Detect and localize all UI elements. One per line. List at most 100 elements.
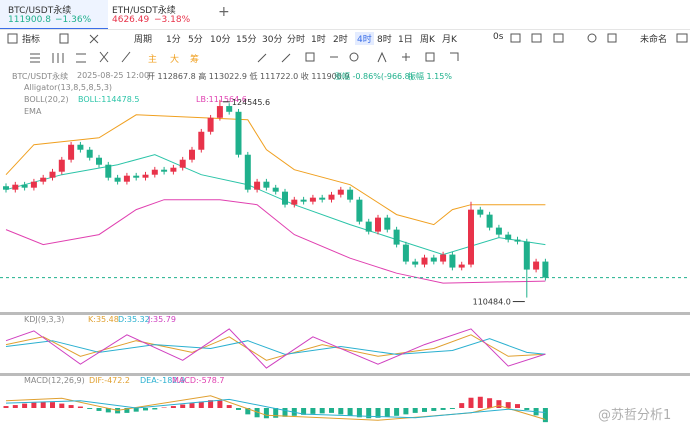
new-tab[interactable]: + — [218, 4, 230, 20]
interval[interactable]: 2时 — [333, 35, 348, 45]
macd-bar — [22, 403, 28, 408]
icon[interactable] — [30, 33, 688, 63]
candle-body — [235, 111, 242, 155]
macd-bar — [31, 402, 37, 408]
candle-body — [216, 106, 223, 118]
candle-body — [30, 181, 37, 188]
macd-bar — [431, 408, 437, 411]
macd-bar — [217, 400, 223, 408]
macd-bar — [133, 408, 139, 412]
macd-bar — [59, 403, 65, 408]
candle-body — [151, 169, 158, 175]
candle-body — [21, 184, 28, 188]
indicator-label: BOLL(20,2) — [24, 95, 69, 104]
interval[interactable]: 8时 — [377, 35, 392, 45]
candle-body — [384, 217, 391, 230]
toolbar-icons — [7, 33, 688, 63]
interval[interactable]: 分时 — [287, 35, 306, 45]
tab-symbol[interactable]: ETH/USDT永续 — [112, 6, 176, 16]
macd-bar — [468, 397, 474, 408]
boll-line — [5, 154, 546, 256]
macd-line — [5, 395, 546, 421]
candle-body — [495, 227, 502, 235]
candle-body — [393, 229, 400, 245]
candle-body — [86, 149, 93, 158]
countdown: 0s — [493, 32, 504, 42]
macd-bar — [152, 408, 158, 410]
candle-body — [402, 244, 409, 262]
candle-body — [347, 189, 354, 200]
period-button[interactable]: 周期 — [134, 35, 153, 45]
candle-body — [365, 221, 372, 232]
indicator-button[interactable]: 指标 — [22, 35, 41, 45]
interval[interactable]: 30分 — [262, 35, 283, 45]
interval[interactable]: 1分 — [166, 35, 181, 45]
interval[interactable]: 1时 — [311, 35, 326, 45]
interval[interactable]: 15分 — [236, 35, 257, 45]
macd-bar — [375, 408, 381, 418]
annotation-label: 110484.0 — [473, 298, 511, 307]
macd-bar — [105, 408, 111, 413]
macd-bar — [12, 405, 18, 408]
candle-body — [421, 257, 428, 265]
macd-bar — [356, 408, 362, 418]
candle-body — [123, 175, 130, 182]
candle-body — [319, 197, 326, 200]
kdj-value: K:35.48 — [88, 315, 119, 324]
candle-body — [179, 159, 186, 168]
macd-bar — [347, 408, 353, 416]
macd-bar — [366, 408, 372, 419]
tab-symbol[interactable]: BTC/USDT永续 — [8, 6, 72, 16]
macd-bar — [236, 408, 241, 410]
interval[interactable]: 10分 — [210, 35, 231, 45]
mode[interactable]: 筹 — [190, 55, 200, 65]
candle-body — [244, 154, 251, 190]
candle-body — [263, 181, 270, 188]
divider — [0, 29, 690, 30]
interval[interactable]: 4时 — [355, 32, 374, 45]
separator — [0, 373, 690, 376]
candle-body — [328, 194, 335, 200]
macd-bar — [198, 401, 204, 408]
macd-bar — [449, 408, 455, 409]
candle-body — [58, 159, 65, 172]
interval[interactable]: 1日 — [398, 35, 413, 45]
candle-body — [533, 261, 540, 270]
macd-bar — [310, 408, 316, 414]
candle-body — [282, 191, 288, 205]
macd-bar — [338, 408, 344, 415]
interval[interactable]: 周K — [420, 35, 435, 45]
candle-body — [49, 171, 56, 178]
interval[interactable]: 月K — [442, 35, 457, 45]
tab-price: 4626.49 — [112, 15, 150, 25]
macd-bar — [319, 408, 325, 414]
boll-line — [5, 199, 546, 284]
indicator-value: BOLL:114478.5 — [78, 95, 140, 104]
candle-body — [198, 131, 205, 150]
candle-body — [291, 199, 298, 205]
indicator-value: LB:111564.6 — [196, 95, 247, 104]
candle-body — [114, 177, 121, 182]
candle-body — [170, 167, 177, 172]
mode[interactable]: 主 — [148, 55, 158, 65]
macd-bar — [189, 403, 195, 408]
layout-name[interactable]: 未命名 — [640, 35, 668, 45]
interval[interactable]: 5分 — [188, 35, 203, 45]
macd-bar — [515, 404, 520, 408]
macd-bar — [77, 406, 83, 408]
macd-bar — [50, 402, 55, 408]
macd-bar — [422, 408, 427, 412]
macd-bar — [273, 408, 279, 418]
candle-body — [40, 177, 47, 182]
macd-bar — [487, 398, 493, 408]
icon[interactable] — [7, 33, 18, 44]
mode[interactable]: 大 — [170, 55, 180, 65]
candle-body — [430, 257, 437, 262]
candle-body — [449, 254, 456, 268]
candle-body — [96, 157, 102, 165]
candle-body — [486, 214, 493, 228]
info-amplitude: 振幅 1.15% — [408, 72, 452, 81]
macd-bar — [505, 402, 511, 408]
